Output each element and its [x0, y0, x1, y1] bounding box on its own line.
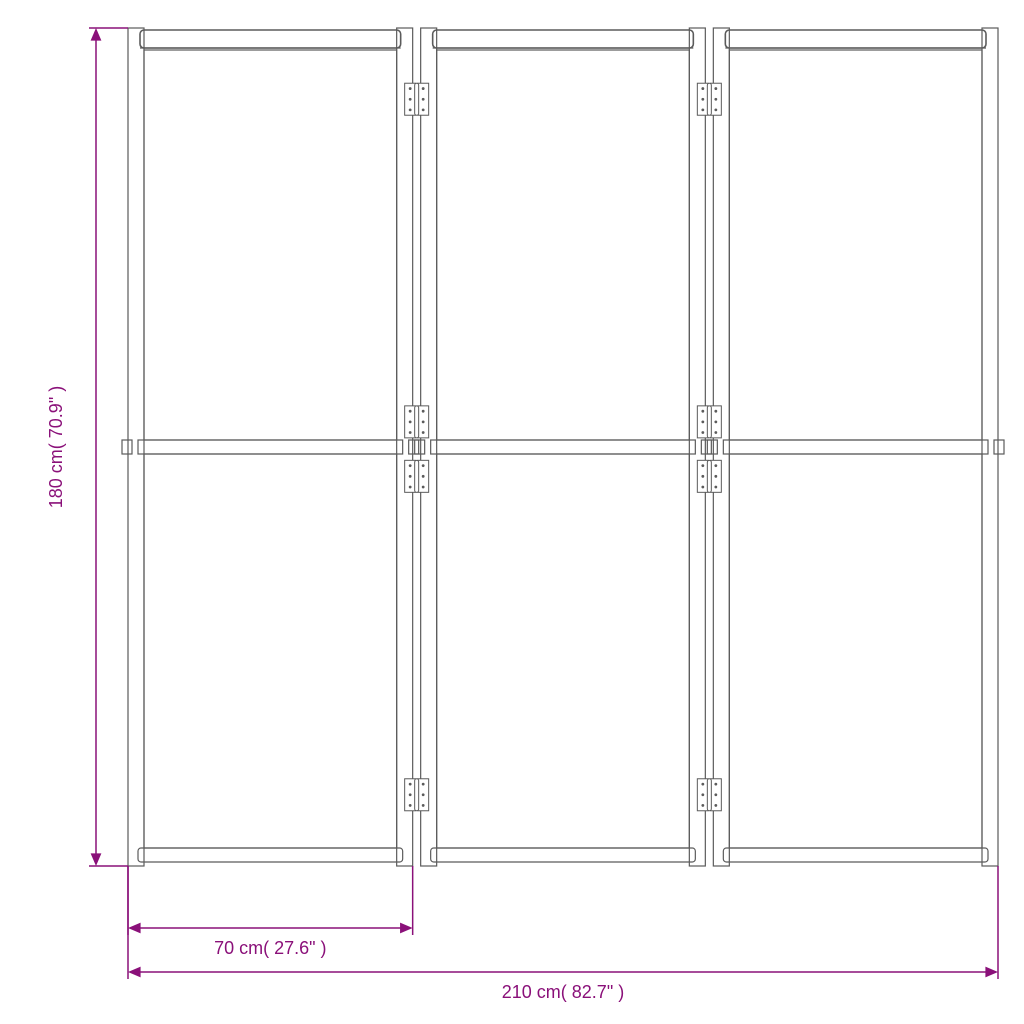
- hinge: [405, 406, 429, 438]
- hinge: [697, 779, 721, 811]
- hinge: [405, 779, 429, 811]
- hinge: [405, 83, 429, 115]
- hinge: [697, 83, 721, 115]
- panel-2: [415, 28, 712, 866]
- height-label: 180 cm( 70.9" ): [46, 386, 66, 508]
- hinge: [405, 460, 429, 492]
- panel-1: [122, 28, 419, 866]
- panel-width-label: 70 cm( 27.6" ): [214, 938, 326, 958]
- hinge: [697, 406, 721, 438]
- total-width-label: 210 cm( 82.7" ): [502, 982, 624, 1002]
- panel-3: [707, 28, 1004, 866]
- hinge: [697, 460, 721, 492]
